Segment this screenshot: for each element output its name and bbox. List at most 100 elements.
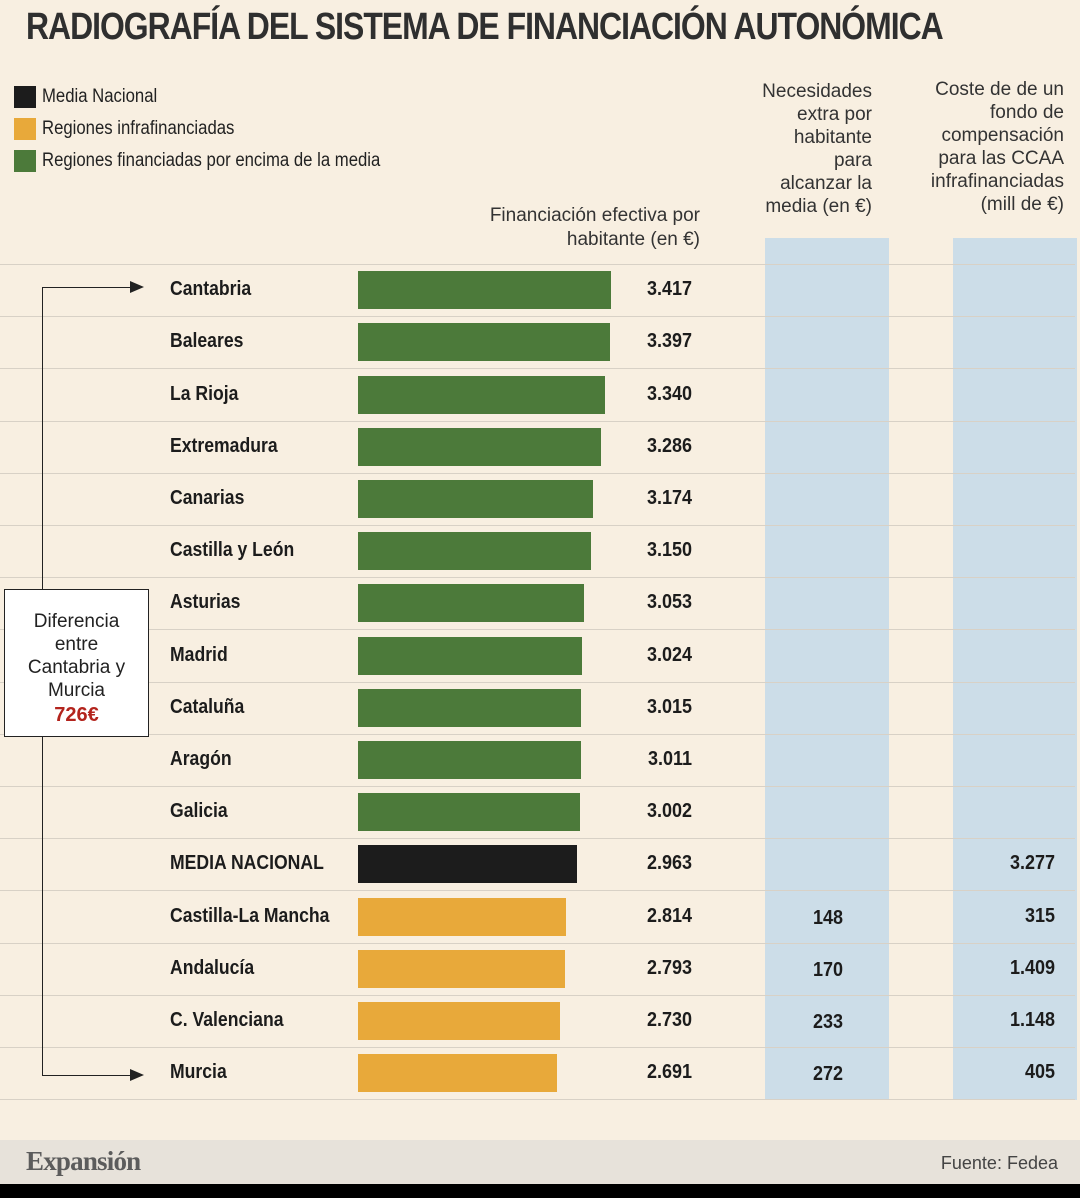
bar bbox=[358, 950, 565, 988]
gridline bbox=[0, 786, 1075, 787]
header-line: fondo de bbox=[990, 102, 1064, 123]
row-label: Aragón bbox=[170, 748, 232, 770]
header-line: habitante bbox=[793, 127, 872, 148]
needs-value: 272 bbox=[812, 1063, 844, 1085]
gridline bbox=[0, 890, 1075, 891]
value-column-header: Financiación efectiva por habitante (en €… bbox=[440, 204, 700, 252]
bar bbox=[358, 845, 577, 883]
legend-swatch bbox=[14, 150, 36, 172]
row-value: 3.002 bbox=[646, 800, 692, 822]
footer-bar bbox=[0, 1140, 1080, 1184]
needs-value: 170 bbox=[812, 959, 844, 981]
gridline bbox=[0, 943, 1075, 944]
bar bbox=[358, 480, 593, 518]
row-label: Castilla-La Mancha bbox=[170, 905, 330, 927]
gridline bbox=[0, 1099, 1075, 1100]
row-value: 2.691 bbox=[646, 1061, 692, 1083]
cost-value: 3.277 bbox=[1009, 852, 1055, 874]
row-value: 2.793 bbox=[646, 957, 692, 979]
row-value: 2.963 bbox=[646, 852, 692, 874]
row-label: Cataluña bbox=[170, 696, 245, 718]
gridline bbox=[0, 629, 1075, 630]
needs-value: 148 bbox=[812, 907, 844, 929]
header-line: infrafinanciadas bbox=[930, 171, 1064, 192]
bar bbox=[358, 689, 581, 727]
bar bbox=[358, 1054, 557, 1092]
gridline bbox=[0, 368, 1075, 369]
row-label: Galicia bbox=[170, 800, 228, 822]
row-value: 3.011 bbox=[647, 748, 692, 770]
row-label: Asturias bbox=[170, 591, 241, 613]
header-line: para bbox=[833, 150, 872, 171]
row-label: Cantabria bbox=[170, 278, 252, 300]
header-line: Necesidades bbox=[762, 81, 872, 102]
header-line: extra por bbox=[797, 104, 872, 125]
row-label: Murcia bbox=[170, 1061, 227, 1083]
bracket-bottom bbox=[42, 1075, 132, 1076]
bar bbox=[358, 898, 566, 936]
row-value: 3.340 bbox=[646, 383, 692, 405]
legend-label: Media Nacional bbox=[42, 86, 158, 107]
legend-swatch bbox=[14, 86, 36, 108]
gridline bbox=[0, 577, 1075, 578]
row-value: 3.053 bbox=[646, 591, 692, 613]
gridline bbox=[0, 473, 1075, 474]
cost-column-header: Coste de de un fondo de compensación para l… bbox=[874, 78, 1064, 216]
row-value: 3.150 bbox=[646, 539, 692, 561]
row-label: Baleares bbox=[170, 330, 244, 352]
row-label: C. Valenciana bbox=[170, 1009, 284, 1031]
row-label: Canarias bbox=[170, 487, 245, 509]
bar bbox=[358, 793, 580, 831]
cost-value: 1.409 bbox=[1009, 957, 1055, 979]
needs-value: 233 bbox=[812, 1011, 844, 1033]
bracket-top bbox=[42, 287, 132, 288]
row-value: 3.174 bbox=[646, 487, 692, 509]
bar bbox=[358, 637, 582, 675]
difference-label: Diferencia entre Cantabria y Murcia bbox=[27, 611, 126, 701]
row-label: MEDIA NACIONAL bbox=[170, 852, 324, 874]
chart-title: RADIOGRAFÍA DEL SISTEMA DE FINANCIACIÓN … bbox=[26, 6, 944, 48]
legend-swatch bbox=[14, 118, 36, 140]
legend-label: Regiones financiadas por encima de la me… bbox=[42, 150, 381, 171]
bar bbox=[358, 741, 581, 779]
bar bbox=[358, 271, 611, 309]
gridline bbox=[0, 1047, 1075, 1048]
legend-label: Regiones infrafinanciadas bbox=[42, 118, 235, 139]
row-value: 3.417 bbox=[646, 278, 692, 300]
row-label: Castilla y León bbox=[170, 539, 295, 561]
row-value: 3.015 bbox=[646, 696, 692, 718]
header-line: Coste de de un bbox=[935, 79, 1064, 100]
gridline bbox=[0, 316, 1075, 317]
gridline bbox=[0, 838, 1075, 839]
header-line: habitante (en €) bbox=[566, 229, 700, 250]
needs-column-band bbox=[765, 238, 889, 1100]
cost-value: 405 bbox=[1024, 1061, 1055, 1083]
header-line: compensación bbox=[941, 125, 1064, 146]
header-line: Financiación efectiva por bbox=[489, 205, 700, 226]
row-value: 2.730 bbox=[646, 1009, 692, 1031]
row-value: 3.024 bbox=[646, 644, 692, 666]
row-label: La Rioja bbox=[170, 383, 239, 405]
arrow-right-icon bbox=[130, 1069, 144, 1081]
row-label: Andalucía bbox=[170, 957, 255, 979]
gridline bbox=[0, 995, 1075, 996]
bar bbox=[358, 376, 605, 414]
bar bbox=[358, 323, 610, 361]
gridline bbox=[0, 682, 1075, 683]
row-label: Extremadura bbox=[170, 435, 278, 457]
bar bbox=[358, 1002, 560, 1040]
brand-logo: Expansión bbox=[26, 1146, 141, 1176]
bar bbox=[358, 584, 584, 622]
gridline bbox=[0, 525, 1075, 526]
row-value: 3.286 bbox=[646, 435, 692, 457]
bar bbox=[358, 428, 601, 466]
gridline bbox=[0, 264, 1075, 265]
arrow-right-icon bbox=[130, 281, 144, 293]
row-label: Madrid bbox=[170, 644, 228, 666]
difference-amount: 726€ bbox=[54, 704, 99, 726]
bar bbox=[358, 532, 591, 570]
header-line: alcanzar la bbox=[780, 173, 872, 194]
needs-column-header: Necesidades extra por habitante para alcanza… bbox=[712, 80, 872, 218]
header-line: media (en €) bbox=[765, 196, 872, 217]
